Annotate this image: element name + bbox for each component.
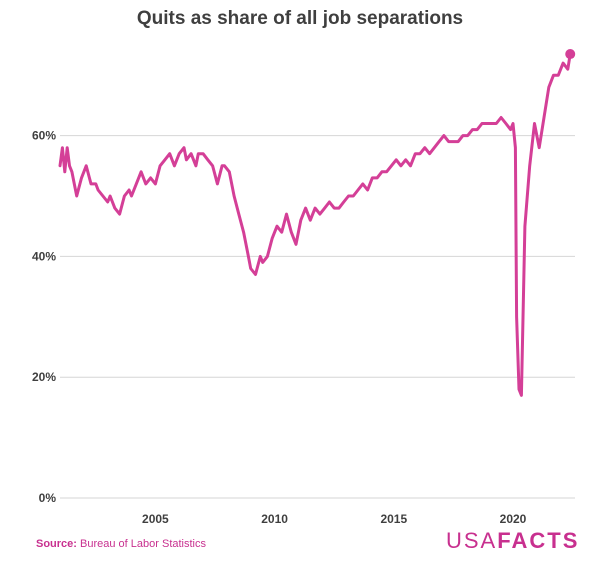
- last-point-marker: [565, 49, 576, 60]
- usafacts-logo: USAFACTS: [446, 528, 579, 554]
- source-note: Source: Bureau of Labor Statistics: [36, 538, 206, 550]
- y-tick-label: 60%: [32, 129, 56, 143]
- x-tick-label: 2005: [142, 512, 169, 526]
- logo-part-usa: USA: [446, 528, 498, 553]
- x-tick-label: 2010: [261, 512, 288, 526]
- source-text: Bureau of Labor Statistics: [80, 538, 206, 550]
- gridlines: [60, 135, 575, 499]
- x-axis-ticks: 2005 2010 2015 2020: [142, 512, 527, 526]
- y-tick-label: 40%: [32, 249, 56, 263]
- x-tick-label: 2020: [500, 512, 527, 526]
- y-axis-ticks: 0% 20% 40% 60%: [32, 129, 56, 505]
- y-tick-label: 0%: [39, 491, 57, 505]
- source-label: Source:: [36, 538, 77, 550]
- x-tick-label: 2015: [380, 512, 407, 526]
- logo-part-facts: FACTS: [497, 528, 580, 553]
- chart-title: Quits as share of all job separations: [136, 8, 464, 29]
- y-tick-label: 20%: [32, 370, 56, 384]
- series-line: [58, 52, 572, 397]
